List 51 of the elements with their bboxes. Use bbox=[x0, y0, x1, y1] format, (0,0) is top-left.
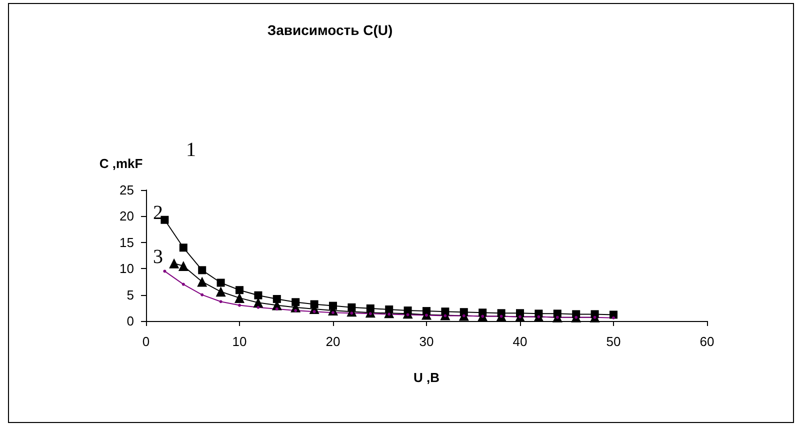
point bbox=[481, 314, 484, 318]
point bbox=[537, 315, 540, 318]
point bbox=[256, 306, 260, 309]
point bbox=[556, 316, 559, 319]
x-tick-label: 50 bbox=[606, 334, 621, 349]
annotation: 3 bbox=[153, 246, 163, 268]
point bbox=[178, 260, 188, 271]
point bbox=[197, 276, 208, 287]
point bbox=[234, 292, 244, 303]
y-tick-label: 5 bbox=[126, 287, 134, 302]
point bbox=[238, 304, 241, 307]
point bbox=[254, 291, 262, 300]
point bbox=[236, 286, 244, 294]
text: 1 bbox=[186, 139, 196, 161]
y-tick-label: 15 bbox=[120, 234, 134, 250]
annotation: 2 bbox=[153, 202, 163, 224]
point bbox=[200, 293, 204, 296]
point bbox=[574, 316, 578, 319]
point bbox=[219, 300, 222, 304]
x-tick-label: 0 bbox=[142, 334, 150, 349]
x-tick-label: 20 bbox=[326, 334, 340, 349]
x-tick-label: 60 bbox=[700, 334, 714, 349]
point bbox=[163, 270, 166, 273]
y-tick-label: 0 bbox=[126, 314, 134, 328]
x-tick-label: 10 bbox=[232, 334, 247, 349]
point bbox=[610, 310, 618, 319]
y-tick-label: 10 bbox=[120, 261, 134, 276]
y-axis-title: C ,mkF bbox=[99, 156, 143, 171]
y-tick-label: 25 bbox=[120, 182, 134, 198]
chart-title: Зависимость C(U) bbox=[267, 22, 393, 38]
x-tick-label: 30 bbox=[419, 334, 434, 349]
point bbox=[444, 314, 447, 318]
point bbox=[182, 282, 185, 286]
point bbox=[272, 294, 281, 303]
point bbox=[500, 314, 503, 318]
point bbox=[216, 278, 225, 287]
x-axis-title: U ,B bbox=[414, 370, 440, 385]
point bbox=[160, 216, 169, 224]
point bbox=[612, 316, 615, 320]
point bbox=[406, 313, 410, 316]
point bbox=[275, 307, 278, 310]
point bbox=[169, 258, 180, 268]
point bbox=[593, 316, 596, 319]
point bbox=[425, 314, 428, 317]
x-tick-label: 40 bbox=[512, 334, 528, 349]
y-tick-label: 20 bbox=[120, 208, 134, 224]
point bbox=[518, 315, 522, 318]
point bbox=[198, 266, 206, 274]
point bbox=[216, 286, 226, 297]
point bbox=[179, 244, 188, 252]
point bbox=[462, 314, 466, 318]
